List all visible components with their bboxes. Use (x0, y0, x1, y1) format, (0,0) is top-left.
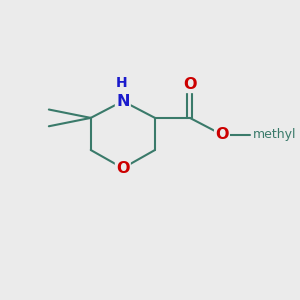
Text: O: O (215, 127, 229, 142)
Text: O: O (183, 77, 196, 92)
Text: O: O (116, 160, 130, 175)
Text: N: N (116, 94, 130, 109)
Text: methyl: methyl (253, 128, 296, 141)
Text: H: H (116, 76, 127, 90)
